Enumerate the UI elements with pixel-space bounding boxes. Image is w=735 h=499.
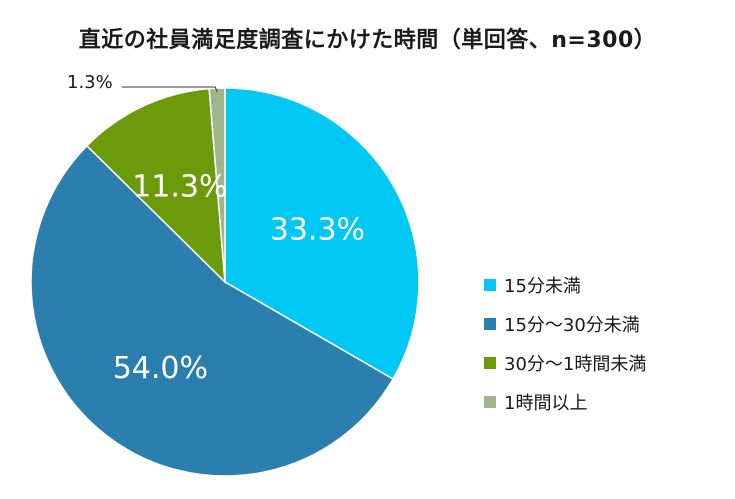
- label-30min-1h: 11.3%: [132, 169, 227, 204]
- legend-label: 15分未満: [504, 276, 581, 297]
- legend-item-over-1h: 1時間以上: [484, 392, 646, 414]
- legend-item-under-15min: 15分未満: [484, 275, 646, 297]
- chart-title: 直近の社員満足度調査にかけた時間（単回答、n=300）: [78, 28, 657, 53]
- legend: 15分未満 15分～30分未満 30分～1時間未満 1時間以上: [484, 275, 646, 431]
- label-under-15min: 33.3%: [270, 213, 365, 248]
- legend-item-15-30min: 15分～30分未満: [484, 314, 646, 336]
- slice-30min-1h: [85, 87, 226, 284]
- legend-item-30min-1h: 30分～1時間未満: [484, 353, 647, 375]
- slice-over-1h: [208, 87, 226, 283]
- slice-15-30min: [30, 144, 395, 477]
- legend-swatch: [484, 318, 496, 330]
- legend-label: 1時間以上: [504, 393, 588, 414]
- legend-swatch: [484, 279, 496, 291]
- legend-swatch: [484, 396, 496, 408]
- legend-label: 30分～1時間未満: [504, 354, 647, 375]
- label-15-30min: 54.0%: [113, 351, 208, 386]
- slice-under-15min: [224, 87, 420, 381]
- leader-line-over-1h: [122, 86, 218, 93]
- legend-swatch: [484, 357, 496, 369]
- label-over-1h: 1.3%: [67, 72, 113, 93]
- legend-label: 15分～30分未満: [504, 315, 640, 336]
